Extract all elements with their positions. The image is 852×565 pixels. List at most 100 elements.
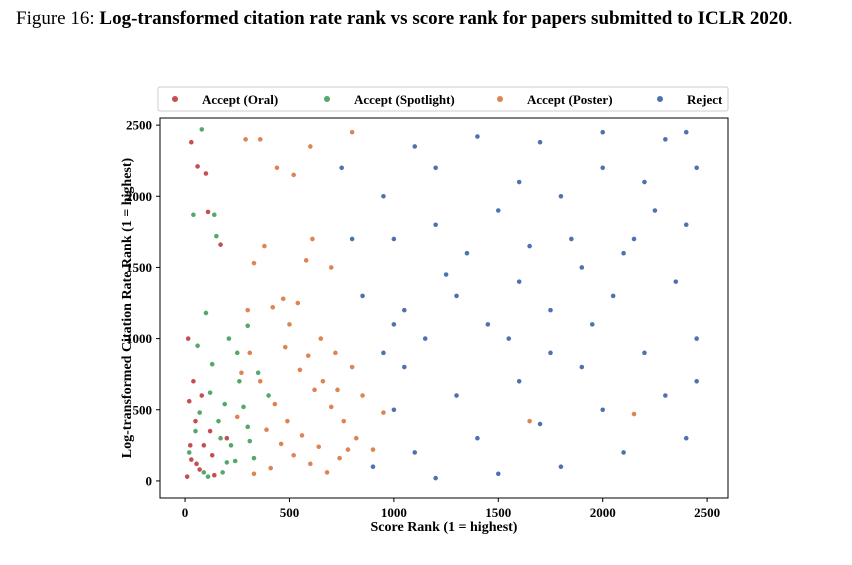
data-point-reject [537,139,543,146]
data-point-accept-spotlight [196,409,203,416]
data-point-accept-poster [309,236,316,242]
data-point-accept-poster [345,446,351,453]
legend-box [157,86,729,112]
data-point-reject [443,271,449,278]
legend-marker [497,96,503,102]
data-point-accept-poster [380,409,387,416]
data-point-reject [380,349,387,356]
data-point-reject [558,193,564,200]
data-point-reject [641,349,648,356]
data-point-reject [641,179,648,185]
data-point-reject [620,449,627,456]
data-point-accept-poster [332,349,339,356]
x-tick-label: 1000 [381,505,407,520]
data-point-reject [631,236,637,242]
data-point-accept-spotlight [240,404,247,410]
data-point-accept-poster [282,344,289,351]
data-point-accept-poster [317,335,324,342]
data-point-accept-poster [286,321,293,328]
data-point-reject [495,470,502,477]
data-point-accept-poster [311,386,318,393]
data-point-accept-poster [305,352,312,359]
data-point-accept-spotlight [192,428,199,435]
data-point-accept-oral [211,472,218,479]
data-point-accept-poster [290,452,297,459]
data-point-reject [599,164,606,171]
y-tick-label: 1000 [126,331,152,346]
data-point-accept-spotlight [209,361,216,368]
legend-label: Accept (Oral) [202,92,278,107]
plot-frame [159,117,729,499]
data-point-accept-spotlight [200,469,207,476]
data-point-accept-oral [186,398,193,405]
data-point-reject [474,133,481,140]
data-point-accept-oral [205,209,211,215]
data-point-accept-poster [349,364,356,370]
data-point-accept-oral [200,442,207,449]
data-point-accept-oral [209,452,216,459]
data-point-accept-spotlight [232,458,239,464]
data-point-accept-oral [190,378,197,385]
data-point-accept-poster [271,401,278,407]
data-point-reject [683,221,690,228]
x-axis-ticks: 0 500 1000 1500 2000 2500 [182,498,720,520]
data-point-reject [390,406,397,413]
data-point-reject [537,421,543,427]
data-point-reject [516,179,523,185]
data-point-accept-spotlight [223,459,230,466]
y-tick-label: 2000 [126,189,152,204]
data-point-accept-poster [328,404,335,410]
data-point-reject [662,136,669,143]
data-point-accept-spotlight [217,435,224,442]
data-point-reject [390,236,397,242]
data-point-accept-spotlight [251,455,257,462]
data-point-accept-oral [223,435,230,442]
data-point-accept-spotlight [207,389,214,396]
data-point-accept-poster [284,418,291,425]
data-point-reject [484,321,491,328]
data-point-reject [432,475,439,481]
data-point-accept-spotlight [211,211,218,218]
data-point-accept-spotlight [198,126,205,133]
data-point-reject [380,193,387,200]
caption-label: Figure 16: [16,8,95,29]
data-point-accept-poster [269,304,276,311]
data-point-accept-poster [238,369,245,376]
data-point-reject [401,307,408,314]
data-point-accept-poster [244,307,251,314]
data-point-accept-poster [251,470,257,477]
data-point-accept-spotlight [246,438,253,444]
data-point-accept-spotlight [244,423,251,430]
data-point-accept-oral [196,466,203,473]
data-point-accept-poster [257,136,264,143]
data-point-accept-poster [234,413,241,420]
data-point-reject [683,129,690,136]
caption-text: Log-transformed citation rate rank vs sc… [99,8,788,29]
data-point-reject [505,335,512,342]
data-point-accept-poster [336,455,343,462]
data-point-accept-poster [299,432,305,439]
y-tick-label: 0 [146,473,153,488]
data-point-accept-oral [187,442,194,449]
data-point-accept-poster [261,243,268,249]
data-point-accept-poster [319,378,326,385]
data-point-accept-spotlight [213,233,220,240]
data-point-reject [359,292,366,299]
y-tick-label: 1500 [126,260,152,275]
data-point-accept-poster [294,300,301,306]
data-point-accept-poster [526,418,533,425]
x-tick-label: 2000 [590,505,616,520]
data-point-accept-poster [353,435,360,442]
data-point-reject [474,435,481,442]
data-point-accept-poster [257,378,264,385]
data-point-accept-oral [217,241,224,248]
data-point-accept-spotlight [255,369,262,376]
data-point-reject [662,392,669,399]
data-point-reject [453,392,460,399]
data-point-accept-poster [290,172,297,178]
data-point-reject [390,321,397,328]
data-point-reject [411,449,418,456]
data-point-reject [599,129,606,136]
data-point-reject [516,378,523,385]
